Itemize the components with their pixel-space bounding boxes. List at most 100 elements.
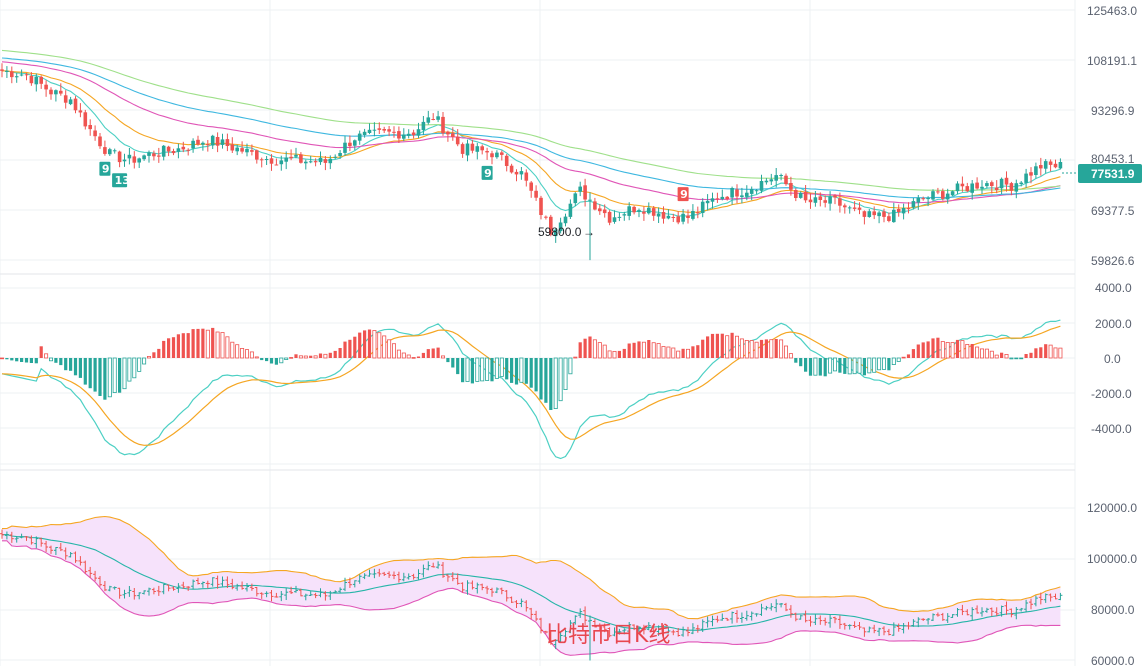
candle-body <box>117 151 122 163</box>
boll-tick: 120000.0 <box>1087 501 1137 515</box>
candle-body <box>441 116 445 134</box>
candle-body <box>250 150 254 152</box>
candle-body <box>857 207 862 210</box>
macd-hist-bar <box>730 332 734 358</box>
macd-hist-bar <box>1029 352 1033 358</box>
candle-body <box>549 216 553 235</box>
macd-hist-bar <box>88 358 92 389</box>
grid <box>0 0 1076 666</box>
macd-hist-bar <box>891 357 896 365</box>
candle-body <box>152 153 156 157</box>
candle-body <box>593 201 597 210</box>
td-signal-label: 9 <box>680 188 688 201</box>
macd-hist-bar <box>1058 347 1063 359</box>
macd-hist-bar <box>372 330 377 359</box>
candle-body <box>715 198 720 200</box>
ma-slow-line <box>1 61 1061 204</box>
macd-hist-bar <box>59 358 63 366</box>
candle-body <box>108 149 112 155</box>
macd-hist-bar <box>186 333 190 358</box>
macd-hist-bar <box>181 333 185 358</box>
candle-body <box>323 159 328 163</box>
candle-body <box>926 197 930 200</box>
macd-hist-bar <box>225 336 230 359</box>
macd-hist-bar <box>284 357 289 361</box>
macd-hist-bar <box>176 334 180 358</box>
candle-body <box>745 192 749 197</box>
macd-hist-bar <box>877 357 882 371</box>
candle-body <box>220 139 225 145</box>
candle-body <box>534 190 538 198</box>
candle-body <box>176 148 181 152</box>
macd-hist-bar <box>857 357 862 374</box>
candle-body <box>632 206 636 213</box>
candle-body <box>661 212 666 219</box>
candle-body <box>642 211 646 214</box>
candle-body <box>553 229 558 237</box>
macd-hist-bar <box>602 344 607 359</box>
macd-hist-bar <box>220 332 225 359</box>
candle-body <box>475 146 480 152</box>
macd-hist-bar <box>936 337 940 358</box>
candle-body <box>54 90 58 95</box>
candle-body <box>686 215 690 218</box>
macd-hist-bar <box>338 348 342 358</box>
macd-hist-bar <box>931 338 935 358</box>
macd-hist-bar <box>641 341 646 359</box>
candle-body <box>808 199 813 203</box>
candle-body <box>230 144 235 151</box>
candle-body <box>975 182 979 189</box>
candle-body <box>892 209 896 223</box>
candle-body <box>838 198 842 206</box>
candle-body <box>215 137 220 146</box>
candle-body <box>705 200 710 204</box>
macd-hist-bar <box>416 356 421 358</box>
macd-hist-bar <box>98 358 102 396</box>
candle-body <box>544 216 548 218</box>
macd-hist-bar <box>406 354 411 359</box>
candle-body <box>372 129 377 131</box>
td-signal-badge <box>481 165 493 180</box>
macd-hist-bar <box>235 344 240 359</box>
macd-hist-bar <box>294 354 298 358</box>
macd-hist-bar <box>499 357 504 377</box>
candle-body <box>68 99 73 105</box>
macd-hist-bar <box>436 347 440 358</box>
candle-body <box>166 146 171 152</box>
macd-hist-bar <box>872 357 877 373</box>
macd-hist-bar <box>24 358 29 363</box>
macd-hist-bar <box>401 352 406 359</box>
macd-hist-bar <box>534 358 538 392</box>
macd-hist-bar <box>764 339 768 358</box>
candle-body <box>647 207 651 214</box>
macd-hist-bar <box>681 348 685 358</box>
macd-hist-bar <box>553 357 558 409</box>
candle-body <box>201 142 205 145</box>
macd-hist-bar <box>788 353 793 359</box>
candle-body <box>539 197 543 215</box>
macd-hist-bar <box>490 358 494 382</box>
candle-body <box>867 211 872 217</box>
candle-body <box>852 207 857 209</box>
macd-hist-bar <box>475 357 480 382</box>
candle-body <box>990 182 994 186</box>
macd-hist-bar <box>823 358 827 377</box>
macd-hist-bar <box>142 357 147 365</box>
candle-body <box>764 180 769 183</box>
macd-hist-bar <box>396 349 401 359</box>
candle-body <box>367 129 372 133</box>
td-signals: 9 13 9 9 <box>99 161 689 202</box>
macd-hist-bar <box>549 358 553 410</box>
td-signal-label: 9 <box>102 163 110 176</box>
candle-body <box>421 121 426 131</box>
boll-fill <box>2 516 1061 656</box>
candle-body <box>568 203 573 217</box>
macd-hist-bar <box>656 343 661 359</box>
candle-body <box>1029 172 1033 176</box>
macd-hist-bar <box>313 355 318 359</box>
candle-body <box>916 197 921 203</box>
macd-hist-bar <box>597 342 602 359</box>
macd-hist-bar <box>289 357 294 359</box>
candle-body <box>588 199 592 201</box>
macd-hist-bar <box>118 358 122 393</box>
